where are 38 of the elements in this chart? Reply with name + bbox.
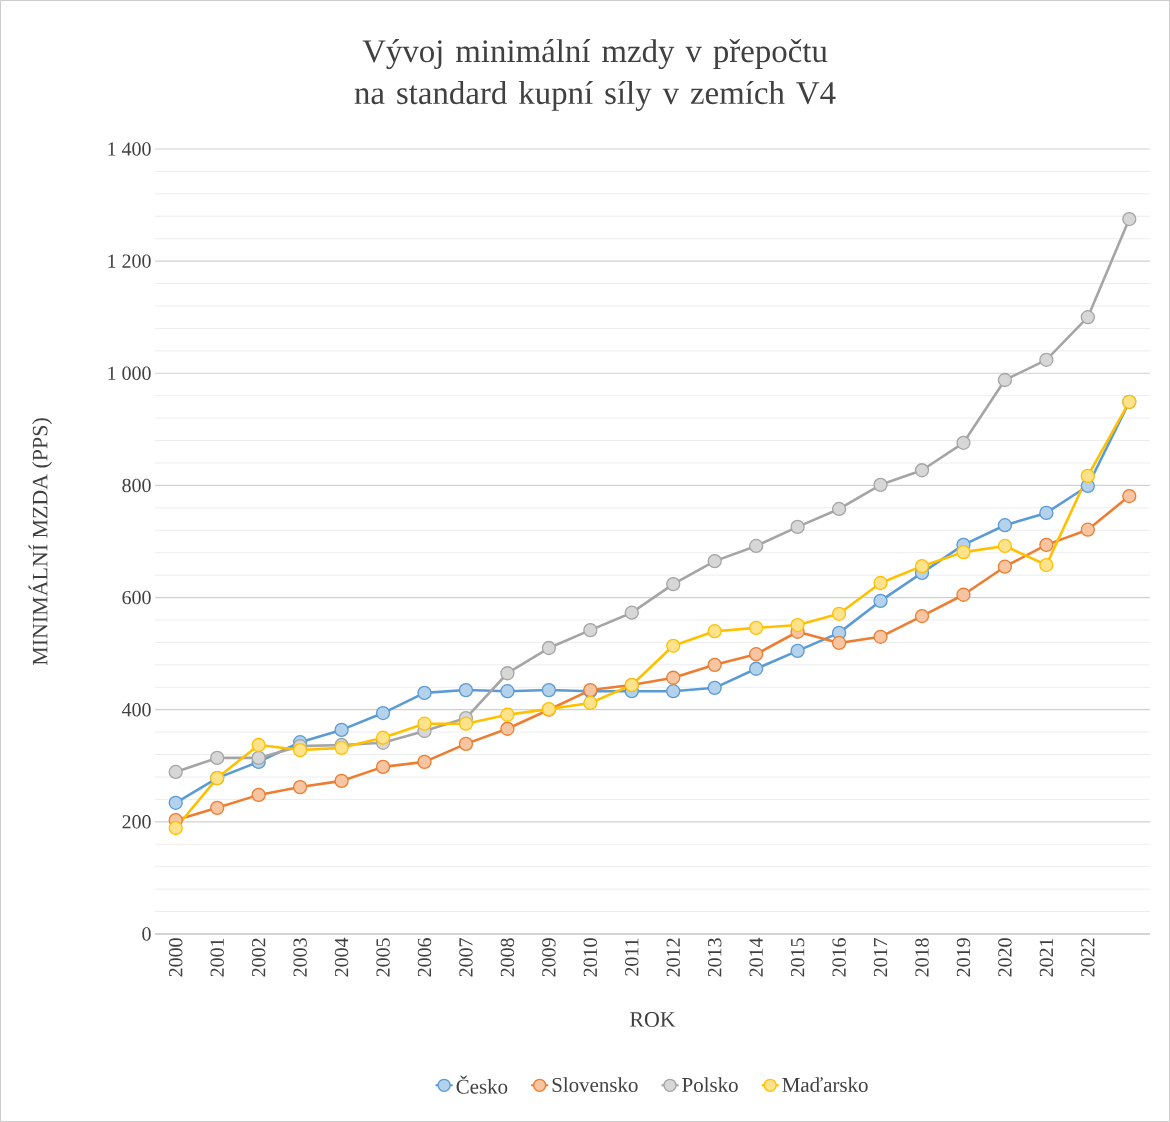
x-tick-label: 2019	[956, 938, 971, 977]
x-tick-label: 2001	[210, 938, 224, 977]
x-tick-label: 2009	[542, 938, 556, 977]
x-tick-label: 2014	[749, 937, 763, 977]
x-tick-label: 2006	[417, 938, 432, 977]
y-axis-title: MINIMÁLNÍ MZDA (PPS)	[28, 418, 52, 666]
x-tick-label: 2015	[790, 938, 805, 977]
y-tick-label: 1 200	[108, 254, 151, 268]
x-tick-label: 2005	[376, 938, 390, 977]
y-tick-label: 1 000	[108, 366, 151, 380]
chart-title: Vývoj minimální mzdy v přepočtu na standard kupní síly v zemích V4	[354, 39, 836, 111]
x-tick-label: 2011	[625, 938, 639, 976]
legend-label: Česko	[456, 1075, 508, 1094]
x-tick-label: 2018	[915, 938, 929, 977]
x-tick-label: 2007	[459, 938, 473, 977]
x-tick-label: 2021	[1039, 938, 1054, 977]
legend-label: Maďarsko	[782, 1077, 868, 1092]
legend-label: Slovensko	[552, 1077, 638, 1092]
x-tick-label: 2020	[998, 938, 1012, 977]
y-tick-label: 1 400	[108, 142, 151, 156]
x-tick-label: 2008	[500, 938, 515, 977]
y-tick-label: 200	[122, 815, 151, 829]
x-tick-label: 2004	[334, 937, 349, 977]
x-tick-label: 2002	[251, 938, 266, 977]
y-tick-label: 0	[142, 927, 151, 941]
x-tick-label: 2013	[707, 938, 722, 977]
legend-label: Polsko	[682, 1077, 738, 1092]
y-tick-label: 400	[121, 702, 151, 717]
x-axis-title: ROK	[630, 1012, 676, 1027]
x-tick-label: 2022	[1081, 938, 1095, 977]
x-tick-label: 2010	[583, 938, 598, 977]
x-tick-label: 2000	[169, 938, 183, 977]
x-tick-label: 2003	[293, 938, 307, 977]
x-tick-label: 2016	[832, 938, 846, 977]
x-tick-label: 2017	[873, 938, 888, 977]
y-tick-label: 600	[122, 590, 151, 605]
y-tick-label: 800	[122, 478, 151, 493]
x-tick-label: 2012	[666, 938, 680, 977]
